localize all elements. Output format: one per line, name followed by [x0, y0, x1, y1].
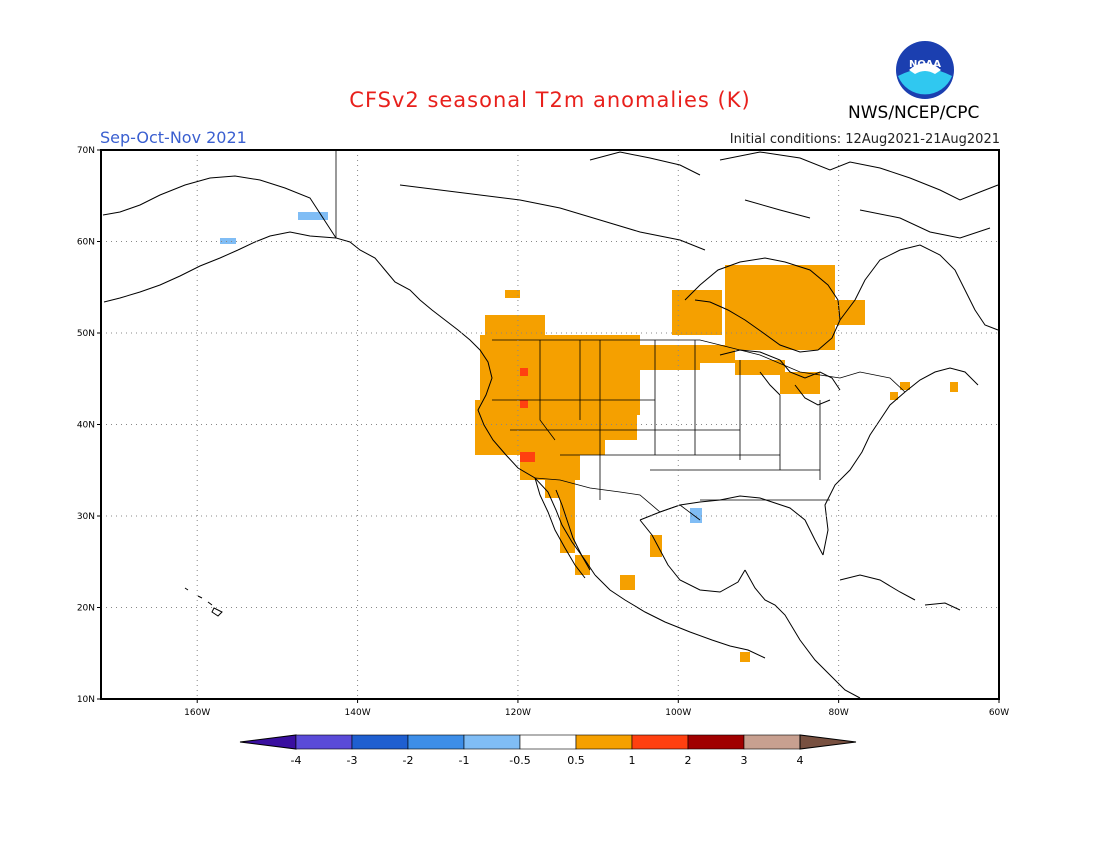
noaa-logo-icon: NOAA [896, 41, 954, 99]
colorbar-segment [407, 734, 465, 750]
lon-tick-label: 120W [505, 708, 531, 718]
anomaly-cell [890, 392, 898, 400]
colorbar-segment [519, 734, 577, 750]
anomaly-cell [520, 368, 528, 376]
anomaly-cell [900, 382, 910, 390]
coastline-arctic-islands [589, 151, 999, 239]
colorbar-segment [463, 734, 521, 750]
anomaly-cell [780, 372, 820, 394]
colorbar-label: 1 [629, 754, 636, 767]
coastline-baja [534, 477, 591, 579]
anomaly-cell [620, 575, 635, 590]
anomaly-cell [735, 360, 785, 375]
colorbar-label: -2 [403, 754, 414, 767]
anomaly-cell [485, 315, 545, 340]
colorbar-segment [631, 734, 689, 750]
lon-tick-label: 140W [345, 708, 371, 718]
coastline-labrador [839, 244, 999, 331]
lat-tick-label: 70N [77, 146, 95, 156]
colorbar-label: -0.5 [509, 754, 530, 767]
lon-tick-label: 80W [828, 708, 848, 718]
coastline-cuba [839, 574, 916, 601]
lat-tick-label: 60N [77, 238, 95, 248]
coastline-aleutians [103, 249, 239, 303]
colorbar-label: 4 [797, 754, 804, 767]
colorbar-label: -4 [291, 754, 302, 767]
anomaly-cell [505, 290, 520, 298]
coastline-hawaii [184, 587, 223, 617]
map-title: CFSv2 seasonal T2m anomalies (K) [349, 88, 751, 112]
coastline-us-east [822, 367, 979, 556]
colorbar-segment [743, 734, 801, 750]
anomaly-cells [220, 212, 958, 662]
lon-tick-label: 100W [665, 708, 691, 718]
season-label: Sep-Oct-Nov 2021 [100, 128, 247, 147]
colorbar-label: 0.5 [567, 754, 585, 767]
anomaly-cell [520, 452, 535, 462]
coastline-hispaniola [924, 602, 961, 611]
anomaly-cell [298, 212, 328, 220]
coastline-arctic-mainland [399, 184, 706, 251]
anomaly-cell [672, 290, 722, 335]
anomaly-cell [830, 300, 865, 325]
colorbar-segment [295, 734, 353, 750]
border-states-1 [539, 340, 821, 500]
colorbar-label: -1 [459, 754, 470, 767]
anomaly-cell [950, 382, 958, 392]
anomaly-cell [725, 265, 835, 350]
colorbar-segment [687, 734, 745, 750]
anomaly-cell [650, 535, 662, 557]
colorbar-label: 3 [741, 754, 748, 767]
border-us-canada [492, 339, 906, 393]
lon-tick-label: 160W [184, 708, 210, 718]
colorbar: -4 -3 -2 -1 -0.5 0.5 1 2 3 4 [239, 734, 857, 767]
political-borders [335, 150, 906, 521]
colorbar-low-arrow [239, 734, 297, 750]
border-us-mexico [534, 477, 701, 521]
agency-label: NWS/NCEP/CPC [848, 103, 980, 123]
coastline-alaska [102, 175, 596, 576]
colorbar-segment [351, 734, 409, 750]
lat-tick-label: 40N [77, 421, 95, 431]
anomaly-cell [545, 478, 575, 498]
lat-tick-label: 10N [77, 695, 95, 705]
colorbar-high-arrow [799, 734, 857, 750]
lon-tick-label: 60W [989, 708, 1009, 718]
lat-tick-label: 30N [77, 512, 95, 522]
border-states-2 [492, 399, 830, 501]
initial-conditions-label: Initial conditions: 12Aug2021-21Aug2021 [729, 132, 1000, 147]
lat-tick-label: 50N [77, 329, 95, 339]
anomaly-cell [740, 652, 750, 662]
colorbar-segment [575, 734, 633, 750]
anomaly-cell [520, 400, 528, 408]
lat-tick-label: 20N [77, 604, 95, 614]
axes: 10N 20N 30N 40N 50N 60N 70N 160W 140W 120W 100W 80W… [77, 146, 1009, 718]
coastline-gulf [639, 495, 824, 593]
coastline-alaska-south [237, 231, 337, 251]
noaa-logo-text: NOAA [909, 59, 941, 70]
colorbar-label: -3 [347, 754, 358, 767]
anomaly-cell [640, 345, 700, 370]
coastline-mexico-west [594, 574, 766, 659]
colorbar-label: 2 [685, 754, 692, 767]
anomaly-cell [220, 238, 236, 244]
coastline-central-america [744, 569, 861, 699]
